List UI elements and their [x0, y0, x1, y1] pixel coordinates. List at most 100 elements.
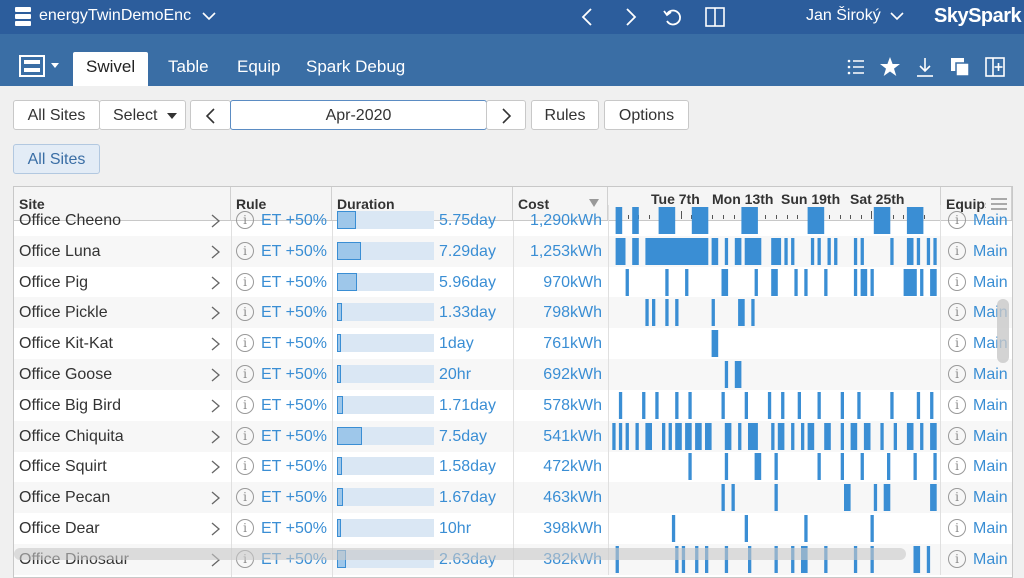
header-cost[interactable]: Cost	[513, 187, 608, 220]
chevron-right-icon[interactable]	[211, 214, 220, 228]
site-name[interactable]: Office Pecan	[19, 489, 111, 507]
info-icon[interactable]: i	[236, 365, 254, 383]
duration-value[interactable]: 5.75day	[439, 212, 496, 229]
horizontal-scrollbar[interactable]	[14, 548, 906, 560]
tab-swivel[interactable]: Swivel	[73, 52, 149, 86]
chevron-right-icon[interactable]	[211, 368, 220, 382]
info-icon[interactable]: i	[236, 395, 254, 414]
date-picker[interactable]: Apr-2020	[230, 100, 487, 130]
select-dropdown[interactable]: Select	[99, 100, 186, 130]
table-row[interactable]: Office Dear i ET +50% 10hr 398kWh i Main	[14, 513, 1012, 544]
chevron-right-icon[interactable]	[211, 460, 220, 474]
duration-value[interactable]: 7.5day	[439, 427, 488, 445]
timeline-cell[interactable]	[608, 451, 941, 483]
site-name[interactable]: Office Big Bird	[19, 396, 121, 414]
equip-link[interactable]: Main	[973, 396, 1008, 414]
back-icon[interactable]	[577, 6, 599, 28]
cost-value[interactable]: 463kWh	[543, 489, 602, 507]
info-icon[interactable]: i	[236, 334, 254, 353]
info-icon[interactable]: i	[948, 488, 966, 507]
column-menu-button[interactable]	[986, 187, 1012, 220]
info-icon[interactable]: i	[236, 426, 254, 445]
cost-value[interactable]: 541kWh	[543, 427, 602, 445]
project-icon[interactable]	[15, 7, 31, 27]
info-icon[interactable]: i	[948, 426, 966, 445]
info-icon[interactable]: i	[948, 272, 966, 291]
equip-link[interactable]: Main	[973, 458, 1008, 476]
cost-value[interactable]: 798kWh	[543, 304, 602, 322]
list-icon[interactable]	[845, 56, 867, 78]
copy-icon[interactable]	[949, 56, 971, 78]
project-name[interactable]: energyTwinDemoEnc	[39, 7, 192, 24]
rule-link[interactable]: ET +50%	[261, 396, 327, 414]
info-icon[interactable]: i	[948, 241, 966, 260]
info-icon[interactable]: i	[236, 303, 254, 322]
equip-link[interactable]: Main	[973, 427, 1008, 445]
rule-link[interactable]: ET +50%	[261, 366, 327, 383]
equip-link[interactable]: Main	[973, 520, 1008, 537]
site-name[interactable]: Office Squirt	[19, 458, 107, 476]
rule-link[interactable]: ET +50%	[261, 458, 327, 476]
timeline-cell[interactable]	[608, 205, 941, 236]
table-row[interactable]: Office Pig i ET +50% 5.96day 970kWh i Main	[14, 266, 1012, 298]
info-icon[interactable]: i	[236, 241, 254, 260]
vertical-scrollbar[interactable]	[997, 299, 1009, 363]
site-name[interactable]: Office Pig	[19, 273, 89, 291]
undo-icon[interactable]	[662, 6, 684, 28]
rule-link[interactable]: ET +50%	[261, 304, 327, 322]
options-button[interactable]: Options	[604, 100, 689, 130]
duration-value[interactable]: 1day	[439, 335, 474, 353]
rule-link[interactable]: ET +50%	[261, 242, 327, 260]
site-name[interactable]: Office Chiquita	[19, 427, 124, 445]
timeline-cell[interactable]	[608, 420, 941, 452]
cost-value[interactable]: 692kWh	[543, 366, 602, 383]
info-icon[interactable]: i	[948, 365, 966, 383]
rule-link[interactable]: ET +50%	[261, 520, 327, 537]
rule-link[interactable]: ET +50%	[261, 335, 327, 353]
cost-value[interactable]: 1,253kWh	[529, 242, 602, 260]
rule-link[interactable]: ET +50%	[261, 427, 327, 445]
chevron-right-icon[interactable]	[211, 245, 220, 259]
table-row[interactable]: Office Cheeno i ET +50% 5.75day 1,290kWh i Mai…	[14, 205, 1012, 236]
download-icon[interactable]	[914, 56, 936, 78]
cost-value[interactable]: 472kWh	[543, 458, 602, 476]
chevron-right-icon[interactable]	[211, 276, 220, 290]
site-name[interactable]: Office Pickle	[19, 304, 108, 322]
info-icon[interactable]: i	[236, 488, 254, 507]
site-name[interactable]: Office Luna	[19, 242, 101, 260]
header-duration[interactable]: Duration	[332, 187, 513, 220]
site-name[interactable]: Office Dear	[19, 520, 100, 537]
info-icon[interactable]: i	[948, 457, 966, 476]
chevron-right-icon[interactable]	[211, 337, 220, 351]
equip-link[interactable]: Main	[973, 550, 1008, 568]
info-icon[interactable]: i	[948, 334, 966, 353]
tab-equip[interactable]: Equip	[237, 57, 281, 76]
duration-value[interactable]: 5.96day	[439, 273, 496, 291]
chevron-right-icon[interactable]	[211, 399, 220, 413]
cost-value[interactable]: 578kWh	[543, 396, 602, 414]
equip-link[interactable]: Main	[973, 489, 1008, 507]
chevron-right-icon[interactable]	[211, 491, 220, 505]
timeline-cell[interactable]	[608, 297, 941, 329]
info-icon[interactable]: i	[948, 395, 966, 414]
info-icon[interactable]: i	[236, 272, 254, 291]
tab-table[interactable]: Table	[168, 57, 209, 76]
all-sites-button[interactable]: All Sites	[13, 100, 100, 130]
timeline-cell[interactable]	[608, 513, 941, 544]
timeline-cell[interactable]	[608, 359, 941, 390]
table-row[interactable]: Office Squirt i ET +50% 1.58day 472kWh i Main	[14, 451, 1012, 483]
timeline-cell[interactable]	[608, 235, 941, 267]
app-menu-caret-icon[interactable]	[51, 63, 59, 68]
duration-value[interactable]: 7.29day	[439, 242, 496, 260]
chevron-right-icon[interactable]	[211, 306, 220, 320]
equip-link[interactable]: Main	[973, 273, 1008, 291]
rule-link[interactable]: ET +50%	[261, 273, 327, 291]
rule-link[interactable]: ET +50%	[261, 489, 327, 507]
filter-chip-all-sites[interactable]: All Sites	[13, 144, 100, 174]
site-name[interactable]: Office Cheeno	[19, 212, 121, 229]
info-icon[interactable]: i	[948, 211, 966, 229]
duration-value[interactable]: 1.33day	[439, 304, 496, 322]
cost-value[interactable]: 398kWh	[543, 520, 602, 537]
next-month-button[interactable]	[486, 100, 526, 130]
timeline-cell[interactable]	[608, 389, 941, 421]
